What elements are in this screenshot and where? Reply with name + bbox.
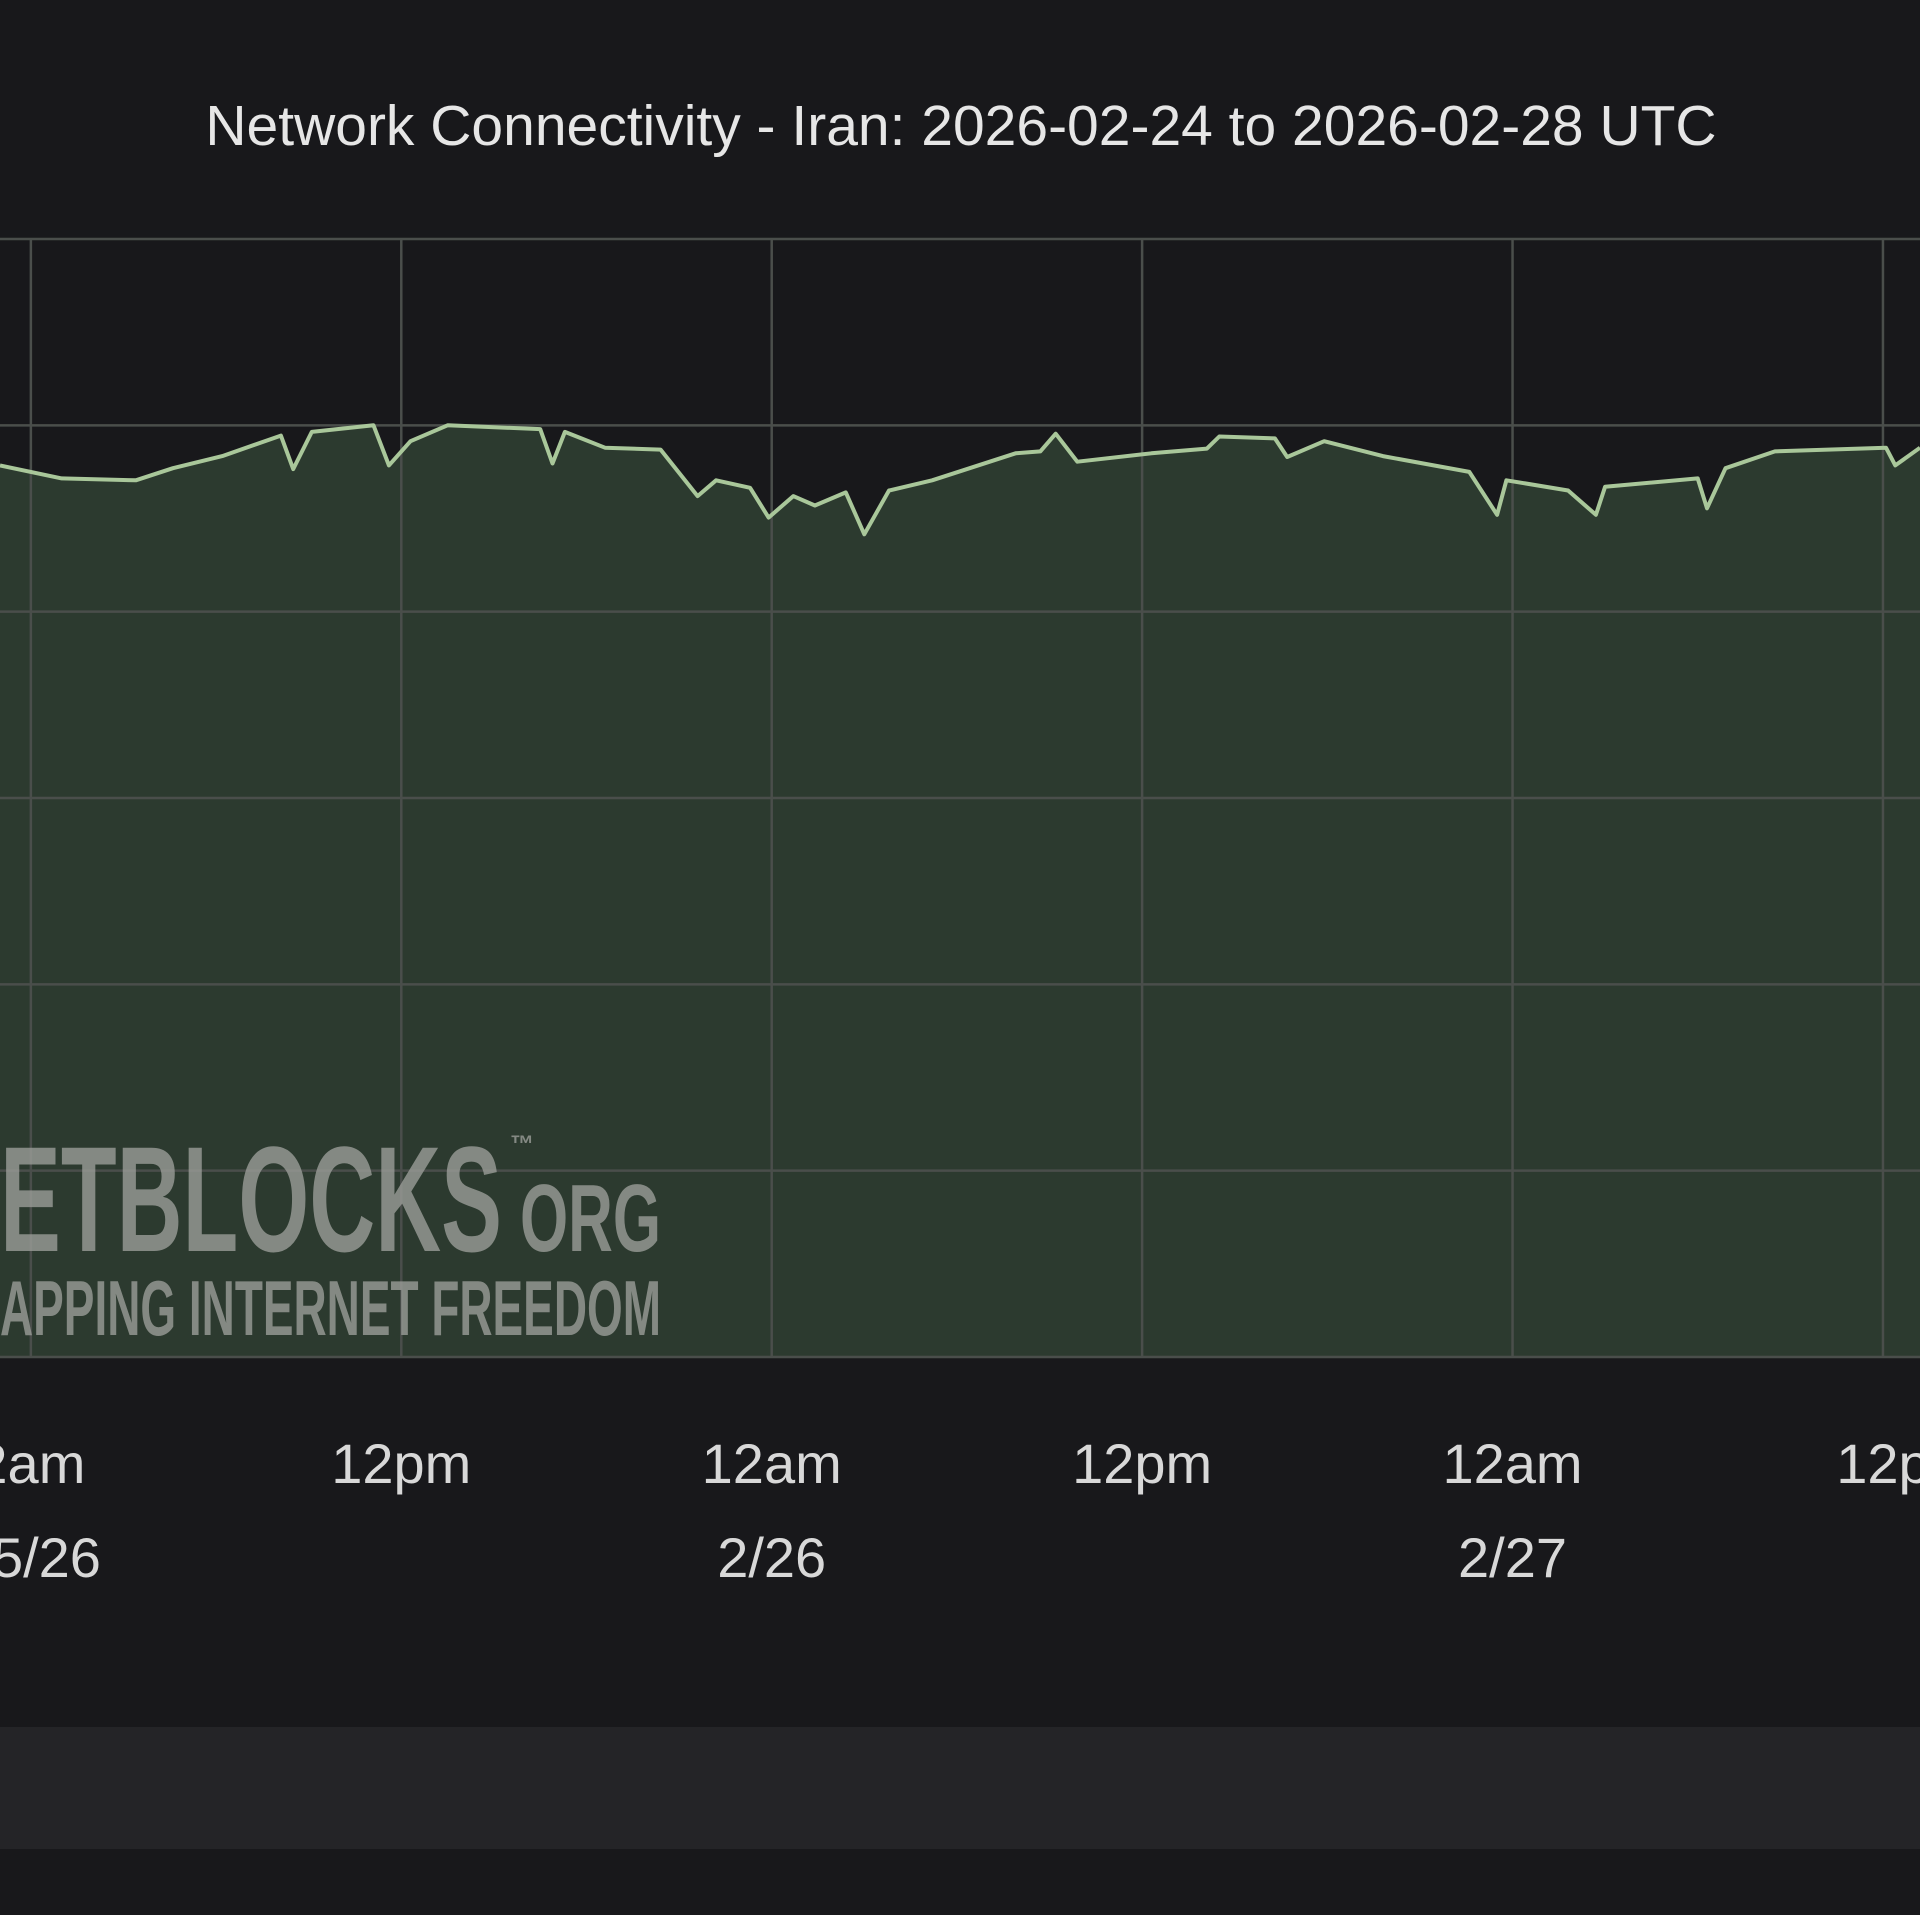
x-tick-label: 12am: [702, 1432, 842, 1495]
watermark-tm: ™: [510, 1131, 534, 1158]
plot-area: 2am 25/26 12pm 12am 2/26 12pm 12am 2/27 12p: [0, 237, 1920, 1589]
watermark-name: ETBLOCKS: [0, 1115, 502, 1283]
x-tick-label: 12pm: [331, 1432, 471, 1495]
x-tick-sublabel: 2/27: [1458, 1526, 1567, 1589]
watermark-tagline: APPING INTERNET FREEDOM: [0, 1264, 661, 1352]
x-tick-label: 12p: [1836, 1432, 1920, 1495]
watermark: ETBLOCKS ™ ORG APPING INTERNET FREEDOM: [0, 1115, 661, 1352]
footer-bar: [0, 1727, 1920, 1849]
area-fill: [0, 425, 1920, 1357]
x-tick-label: 12am: [1442, 1432, 1582, 1495]
x-tick-sublabel: 2/26: [717, 1526, 826, 1589]
x-tick-label: 2am: [0, 1432, 85, 1495]
watermark-suffix: ORG: [520, 1165, 661, 1272]
chart-title: Network Connectivity - Iran: 2026-02-24 …: [205, 94, 1716, 158]
x-tick-sublabel: 25/26: [0, 1526, 101, 1589]
x-tick-label: 12pm: [1072, 1432, 1212, 1495]
line: [0, 423, 1920, 537]
